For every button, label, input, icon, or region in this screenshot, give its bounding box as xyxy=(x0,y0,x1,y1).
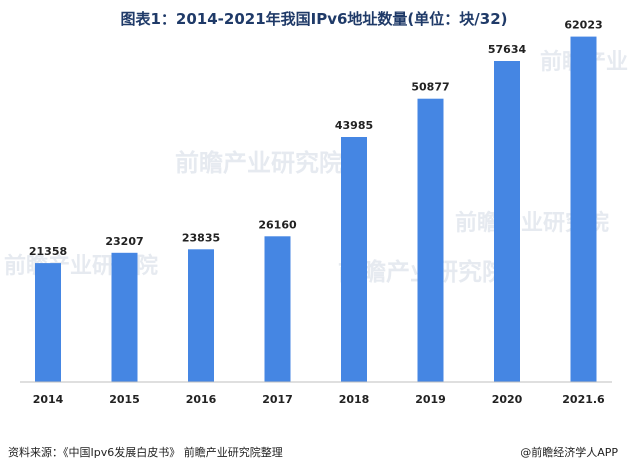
data-label-2014: 21358 xyxy=(29,245,67,258)
x-tick-labels-group: 2014 2015 2016 2017 2018 2019 2020 2021.6 xyxy=(33,393,605,406)
x-tick-label-2014: 2014 xyxy=(33,393,64,406)
data-label-2017: 26160 xyxy=(258,218,297,231)
bar-2017 xyxy=(264,236,291,382)
bar-2015 xyxy=(111,252,138,382)
source-note: 资料来源：《中国Ipv6发展白皮书》 前瞻产业研究院整理 xyxy=(8,446,283,459)
x-tick-label-2016: 2016 xyxy=(186,393,217,406)
x-tick-label-2018: 2018 xyxy=(339,393,370,406)
data-label-2019: 50877 xyxy=(411,81,449,94)
bar-2021.6 xyxy=(570,36,597,382)
x-tick-label-2015: 2015 xyxy=(109,393,140,406)
bar-2014 xyxy=(35,263,61,382)
x-tick-label-2017: 2017 xyxy=(262,393,293,406)
x-tick-label-2019: 2019 xyxy=(415,393,446,406)
watermark-mid: 前瞻产业研究院 xyxy=(175,149,343,177)
data-label-2020: 57634 xyxy=(488,43,527,56)
bar-2020 xyxy=(494,61,520,382)
bar-2019 xyxy=(417,98,444,382)
data-labels-group: 21358 23207 23835 26160 43985 50877 57634 62023 xyxy=(29,19,603,259)
data-label-2018: 43985 xyxy=(335,119,373,132)
bar-2016 xyxy=(188,249,214,382)
chart-title: 图表1：2014-2021年我国IPv6地址数量(单位：块/32) xyxy=(120,10,508,28)
data-label-2021.6: 62023 xyxy=(564,19,602,32)
bars-group xyxy=(35,36,597,382)
bar-2018 xyxy=(341,137,367,382)
data-label-2015: 23207 xyxy=(105,235,143,248)
data-label-2016: 23835 xyxy=(182,231,220,244)
x-tick-label-2020: 2020 xyxy=(492,393,523,406)
brand-credit: @前瞻经济学人APP xyxy=(520,446,618,459)
x-tick-label-2021.6: 2021.6 xyxy=(562,393,605,406)
